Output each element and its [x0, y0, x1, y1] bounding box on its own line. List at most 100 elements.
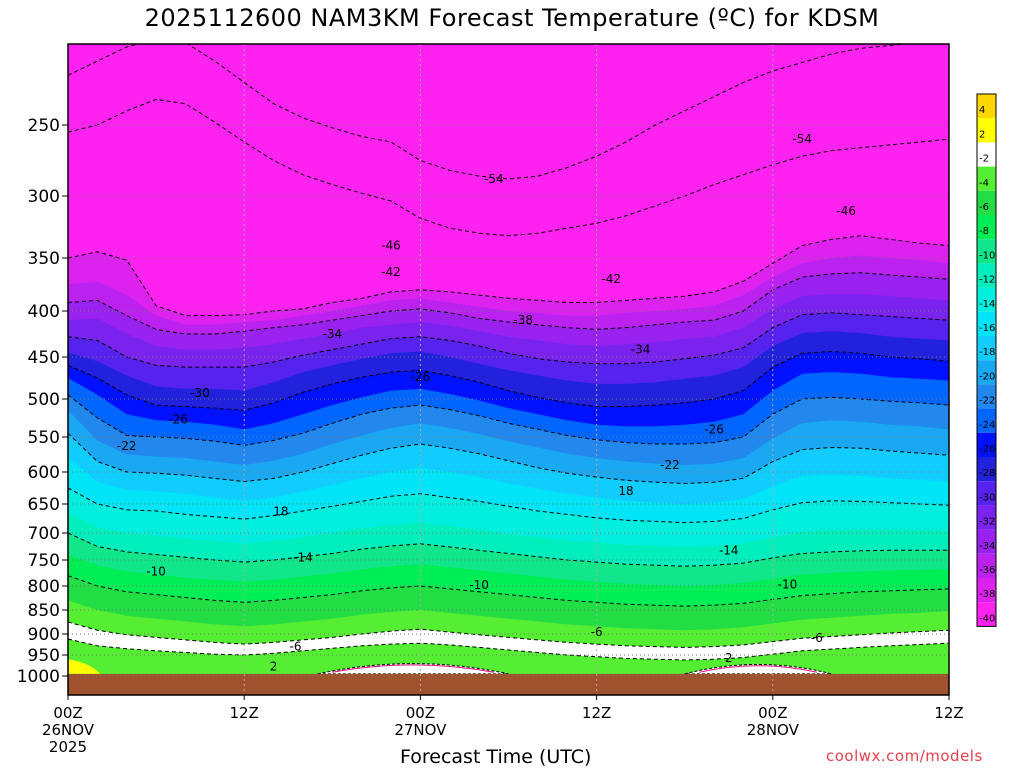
colorbar-label: -34	[979, 541, 995, 552]
colorbar-swatch	[977, 408, 996, 433]
colorbar-swatch	[977, 578, 996, 603]
isotherm-line	[68, 272, 949, 335]
x-tick-label: 00Z	[406, 704, 435, 722]
colorbar-label: -6	[979, 202, 989, 213]
x-tick-label: 12Z	[230, 704, 259, 722]
colorbar-swatch	[977, 94, 996, 119]
x-tick-year: 2025	[49, 738, 87, 756]
colorbar-label: -26	[979, 444, 995, 455]
contour-label: 18	[273, 505, 288, 519]
colorbar-swatch	[977, 481, 996, 506]
contour-label: -14	[293, 550, 313, 564]
plot-area: -54-54-46-46-42-42-38-34-34-30-26-26-26-…	[68, 44, 949, 695]
contour-label: -6	[591, 625, 603, 639]
isotherm-line	[68, 235, 949, 317]
contour-label: -26	[168, 413, 188, 427]
colorbar-label: -16	[979, 323, 995, 334]
colorbar-label: -18	[979, 347, 995, 358]
contour-label: 2	[270, 659, 278, 673]
colorbar-label: -28	[979, 468, 995, 479]
colorbar-swatch	[977, 457, 996, 482]
colorbar-swatch	[977, 190, 996, 215]
x-axis-title: Forecast Time (UTC)	[400, 746, 592, 768]
y-tick-label: 300	[28, 187, 60, 207]
y-tick-label: 250	[28, 116, 60, 136]
chart-title: 2025112600 NAM3KM Forecast Temperature (…	[144, 4, 880, 32]
colorbar-label: -8	[979, 226, 989, 237]
colorbar-swatch	[977, 215, 996, 240]
colorbar-swatch	[977, 263, 996, 288]
isotherm-line	[68, 532, 949, 567]
contour-label: -30	[190, 386, 210, 400]
y-tick-label: 450	[28, 348, 60, 368]
colorbar-label: -4	[979, 178, 989, 189]
colorbar-swatch	[977, 432, 996, 457]
colorbar-label: -10	[979, 250, 995, 261]
colorbar-label: -24	[979, 420, 995, 431]
above-freezing-region	[684, 664, 832, 675]
above-freezing-region	[317, 663, 509, 675]
isotherm-line	[68, 44, 911, 180]
contour-label: -38	[513, 313, 533, 327]
freezing-line	[699, 665, 817, 673]
colorbar-swatch	[977, 505, 996, 530]
contour-label: -34	[322, 327, 342, 341]
warm-surface-region	[68, 659, 101, 674]
watermark-link[interactable]: coolwx.com/models	[826, 747, 983, 765]
contour-label: -10	[469, 578, 489, 592]
colorbar-swatch	[977, 118, 996, 143]
contour-label: 2	[725, 651, 733, 665]
contour-label: -22	[660, 458, 680, 472]
contour-label: 18	[618, 484, 633, 498]
isotherm-line	[68, 575, 949, 607]
contour-label: -26	[704, 422, 724, 436]
contour-label: -6	[811, 631, 823, 645]
contour-label: -26	[411, 370, 431, 384]
x-tick-date: 28NOV	[747, 721, 800, 739]
colorbar-swatch	[977, 384, 996, 409]
x-tick-label: 12Z	[582, 704, 611, 722]
colorbar-swatch	[977, 287, 996, 312]
y-tick-label: 800	[28, 577, 60, 597]
x-tick-date: 26NOV	[42, 721, 95, 739]
contour-label: -54	[484, 172, 504, 186]
y-tick-label: 750	[28, 551, 60, 571]
colorbar-label: -32	[979, 517, 995, 528]
x-tick-date: 27NOV	[394, 721, 447, 739]
colorbar-label: -2	[979, 154, 989, 165]
contour-label: -34	[631, 343, 651, 357]
y-tick-label: 950	[28, 646, 60, 666]
freezing-line	[332, 664, 494, 673]
colorbar-swatch	[977, 336, 996, 361]
colorbar-swatch	[977, 142, 996, 167]
y-tick-label: 550	[28, 428, 60, 448]
colorbar-label: 2	[979, 129, 985, 140]
colorbar-swatch	[977, 529, 996, 554]
contour-label: -10	[146, 564, 166, 578]
contour-label: -10	[778, 577, 798, 591]
y-tick-label: 850	[28, 601, 60, 621]
x-tick-label: 00Z	[53, 704, 82, 722]
contour-label: -46	[836, 204, 856, 218]
isotherm-line	[68, 98, 949, 237]
colorbar-swatch	[977, 602, 996, 627]
contour-label: -54	[792, 132, 812, 146]
colorbar-label: -20	[979, 371, 995, 382]
colorbar-swatch	[977, 239, 996, 264]
x-tick-label: 00Z	[758, 704, 787, 722]
y-tick-label: 650	[28, 495, 60, 515]
y-tick-label: 600	[28, 463, 60, 483]
contour-label: -46	[381, 239, 401, 253]
y-tick-label: 1000	[17, 667, 60, 687]
isotherm-line	[68, 312, 949, 368]
colorbar-label: -38	[979, 589, 995, 600]
colorbar-swatch	[977, 166, 996, 191]
colorbar-swatch	[977, 311, 996, 336]
colorbar-label: -22	[979, 396, 995, 407]
colorbar-label: -36	[979, 565, 995, 576]
contour-label: -14	[719, 543, 739, 557]
y-tick-label: 350	[28, 249, 60, 269]
contour-label: -22	[117, 439, 137, 453]
contour-label: -42	[381, 265, 401, 279]
